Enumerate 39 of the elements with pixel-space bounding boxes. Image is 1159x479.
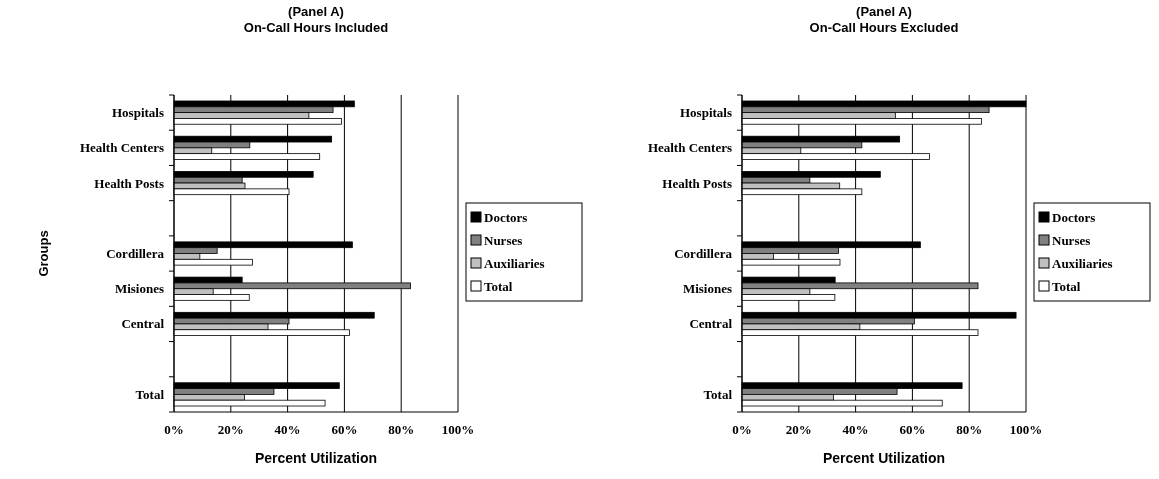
y-tick-label: Health Centers — [647, 140, 732, 156]
y-tick-label: Health Centers — [79, 140, 164, 156]
x-tick-label: 0% — [164, 422, 184, 437]
x-tick-label: 20% — [217, 422, 244, 437]
x-tick-label: 40% — [842, 422, 869, 437]
y-tick-label: Total — [703, 386, 733, 402]
x-axis-title: Percent Utilization — [822, 450, 946, 466]
chart-title: (Panel A) On-Call Hours Excluded — [809, 4, 959, 35]
y-tick-label: Hospitals — [679, 105, 732, 121]
legend-label: Total — [1052, 278, 1081, 294]
chart-title: (Panel A) On-Call Hours Included — [243, 4, 389, 35]
x-tick-label: 0% — [732, 422, 752, 437]
y-tick-label: Misiones — [682, 281, 732, 297]
x-tick-label: 40% — [274, 422, 301, 437]
legend-label: Nurses — [1052, 232, 1091, 248]
x-tick-label: 100% — [1009, 422, 1043, 437]
y-axis-title: Groups — [36, 230, 51, 277]
legend-label: Doctors — [484, 209, 528, 225]
y-tick-label: Cordillera — [106, 246, 165, 262]
legend-label: Doctors — [1052, 209, 1096, 225]
y-tick-label: Misiones — [114, 281, 164, 297]
x-tick-label: 60% — [331, 422, 358, 437]
legend-label: Auxiliaries — [484, 255, 545, 271]
y-tick-label: Cordillera — [674, 246, 733, 262]
x-tick-label: 20% — [785, 422, 812, 437]
x-axis-title: Percent Utilization — [254, 450, 378, 466]
y-tick-label: Health Posts — [94, 175, 164, 191]
y-tick-label: Total — [135, 386, 165, 402]
x-tick-label: 80% — [956, 422, 983, 437]
legend-label: Nurses — [484, 232, 523, 248]
x-tick-label: 80% — [388, 422, 415, 437]
y-tick-label: Hospitals — [111, 105, 164, 121]
y-tick-label: Central — [689, 316, 733, 332]
x-tick-label: 60% — [899, 422, 926, 437]
legend-label: Total — [484, 278, 513, 294]
x-tick-label: 100% — [441, 422, 475, 437]
legend-label: Auxiliaries — [1052, 255, 1113, 271]
y-tick-label: Health Posts — [662, 175, 732, 191]
y-tick-label: Central — [121, 316, 165, 332]
